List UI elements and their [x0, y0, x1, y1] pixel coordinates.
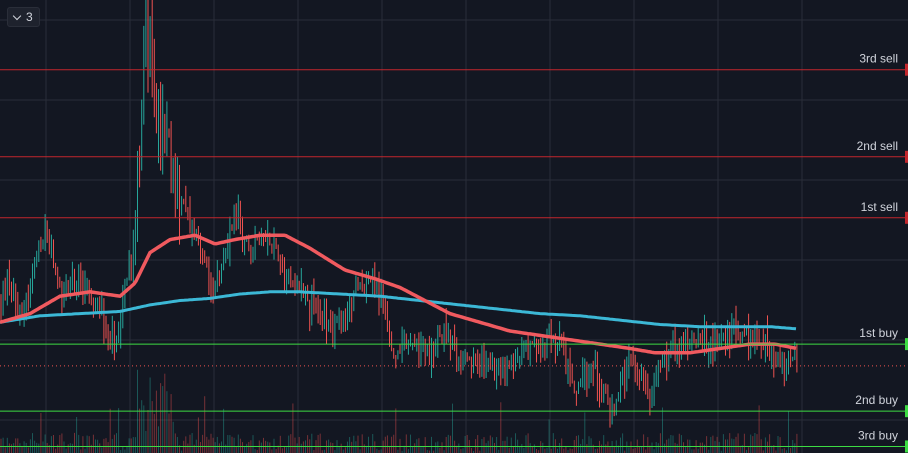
level-label-5: 3rd buy: [858, 428, 898, 442]
level-label-3: 1st buy: [859, 326, 898, 340]
ma-slow-line: [0, 290, 797, 331]
level-marker-0: [905, 63, 908, 76]
collapse-count: 3: [26, 10, 33, 24]
ma-fast-line: [0, 233, 797, 355]
level-marker-4: [905, 405, 908, 418]
candlestick-series: [0, 0, 798, 428]
level-marker-1: [905, 150, 908, 163]
level-label-1: 2nd sell: [857, 139, 898, 153]
chevron-down-icon: [12, 12, 22, 22]
level-marker-2: [905, 211, 908, 224]
level-label-2: 1st sell: [861, 200, 898, 214]
level-marker-5: [905, 440, 908, 453]
volume-bars: [0, 369, 798, 453]
level-label-4: 2nd buy: [855, 393, 898, 407]
level-label-0: 3rd sell: [859, 52, 898, 66]
level-marker-3: [905, 338, 908, 351]
collapse-indicators-button[interactable]: 3: [7, 7, 40, 27]
price-levels: 3rd sell 2nd sell 1st sell 1st buy 2nd buy 3r…: [0, 52, 908, 453]
